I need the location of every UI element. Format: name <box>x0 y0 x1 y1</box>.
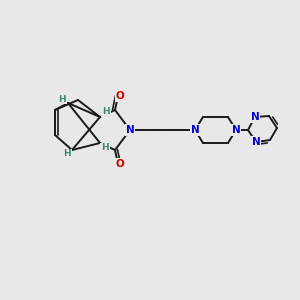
Text: N: N <box>252 137 260 147</box>
Text: H: H <box>102 107 110 116</box>
Text: O: O <box>116 159 124 169</box>
Text: H: H <box>58 94 66 103</box>
Text: N: N <box>232 125 240 135</box>
Text: H: H <box>101 143 109 152</box>
Text: N: N <box>126 125 134 135</box>
Text: N: N <box>250 112 260 122</box>
Text: N: N <box>190 125 200 135</box>
Text: O: O <box>116 91 124 101</box>
Text: H: H <box>63 149 71 158</box>
